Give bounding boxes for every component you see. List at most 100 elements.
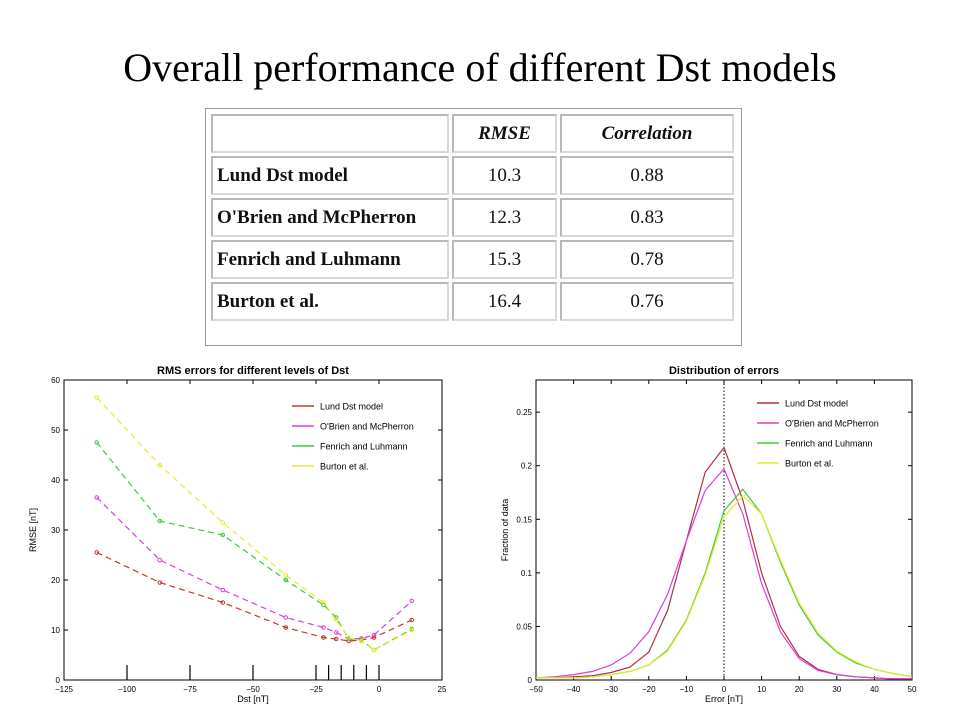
x-tick-label: −20 [642, 685, 656, 694]
data-point [283, 577, 289, 583]
table-row-correlation: 0.78 [560, 240, 734, 279]
table-row: O'Brien and McPherron 12.3 0.83 [211, 198, 734, 237]
series-line [96, 551, 413, 642]
y-tick-label: 0.15 [516, 515, 532, 524]
table-header-correlation: Correlation [560, 114, 734, 153]
y-tick-label: 50 [51, 426, 60, 435]
x-tick-label: −10 [680, 685, 694, 694]
data-point [220, 587, 226, 593]
y-tick-label: 0.1 [521, 569, 533, 578]
x-tick-label: 25 [438, 685, 447, 694]
data-point [409, 598, 415, 604]
data-point [220, 520, 226, 525]
x-tick-label: −40 [567, 685, 581, 694]
data-point [157, 557, 163, 563]
data-point [220, 600, 226, 605]
data-point [371, 632, 377, 638]
data-point [157, 518, 163, 524]
y-tick-label: 30 [51, 526, 60, 535]
y-tick-label: 0 [528, 676, 533, 685]
y-tick-label: 10 [51, 626, 60, 635]
x-tick-label: 50 [908, 685, 917, 694]
data-point [220, 532, 226, 538]
chart-title: RMS errors for different levels of Dst [157, 365, 349, 377]
table-row-correlation: 0.83 [560, 198, 734, 237]
legend-entry: Lund Dst model [320, 402, 383, 412]
series-line [96, 497, 413, 640]
x-tick-label: 20 [795, 685, 804, 694]
data-point [94, 395, 100, 400]
legend-entry: Fenrich and Luhmann [320, 442, 408, 452]
x-tick-label: 30 [832, 685, 841, 694]
chart-title: Distribution of errors [669, 365, 779, 377]
table-header-row: RMSE Correlation [211, 114, 734, 153]
legend-entry: Burton et al. [320, 462, 369, 472]
x-tick-label: 0 [722, 685, 727, 694]
x-axis-label: Dst [nT] [237, 694, 269, 704]
data-point [283, 615, 289, 620]
y-tick-label: 40 [51, 476, 60, 485]
performance-table: RMSE Correlation Lund Dst model 10.3 0.8… [205, 108, 742, 346]
data-point [333, 617, 339, 623]
series-line [535, 467, 912, 680]
slide-title: Overall performance of different Dst mod… [123, 45, 837, 90]
data-point [346, 635, 352, 640]
x-tick-label: −25 [309, 685, 323, 694]
legend-entry: Burton et al. [785, 459, 834, 469]
table-row-model: Lund Dst model [211, 156, 449, 195]
x-tick-label: 10 [757, 685, 766, 694]
x-tick-label: −30 [604, 685, 618, 694]
legend-entry: Lund Dst model [785, 399, 848, 409]
y-tick-label: 0.05 [516, 622, 532, 631]
data-point [321, 600, 326, 605]
table-row-rmse: 15.3 [452, 240, 557, 279]
table-row-model: O'Brien and McPherron [211, 198, 449, 237]
x-tick-label: −50 [246, 685, 260, 694]
table-row: Burton et al. 16.4 0.76 [211, 282, 734, 321]
table-row-rmse: 16.4 [452, 282, 557, 321]
table-row-model: Burton et al. [211, 282, 449, 321]
table-row-model: Fenrich and Luhmann [211, 240, 449, 279]
y-tick-label: 0.2 [521, 462, 533, 471]
table-row: Lund Dst model 10.3 0.88 [211, 156, 734, 195]
data-point [283, 572, 289, 578]
data-point [409, 627, 415, 633]
data-point [321, 602, 326, 608]
data-point [321, 635, 326, 640]
data-point [371, 635, 377, 640]
x-axis-label: Error [nT] [705, 694, 743, 704]
data-point [371, 647, 377, 653]
data-point [94, 550, 100, 555]
data-point [321, 625, 326, 630]
data-point [94, 440, 100, 445]
legend-entry: O'Brien and McPherron [320, 422, 414, 432]
data-point [409, 617, 415, 623]
legend-entry: O'Brien and McPherron [785, 419, 879, 429]
rms-errors-chart: RMS errors for different levels of Dst −1… [28, 365, 447, 704]
table-row-correlation: 0.76 [560, 282, 734, 321]
x-tick-label: −75 [183, 685, 197, 694]
x-tick-label: −100 [118, 685, 137, 694]
x-tick-label: −125 [55, 685, 74, 694]
series-line [536, 494, 913, 679]
table-row-rmse: 12.3 [452, 198, 557, 237]
y-tick-label: 60 [51, 376, 60, 385]
data-point [346, 636, 352, 642]
legend-entry: Fenrich and Luhmann [785, 439, 873, 449]
data-point [359, 638, 364, 644]
table-header-rmse: RMSE [452, 114, 557, 153]
table-header-corner [211, 114, 449, 153]
table-row-correlation: 0.88 [560, 156, 734, 195]
data-point [157, 580, 163, 585]
data-point [333, 636, 339, 642]
y-axis-label: Fraction of data [500, 499, 510, 562]
data-point [283, 625, 289, 630]
x-tick-label: −50 [529, 685, 543, 694]
table-row-rmse: 10.3 [452, 156, 557, 195]
y-tick-label: 0.25 [516, 408, 532, 417]
data-point [333, 630, 339, 635]
data-point [94, 495, 100, 500]
y-tick-label: 0 [56, 676, 61, 685]
y-tick-label: 20 [51, 576, 60, 585]
x-tick-label: 0 [377, 685, 382, 694]
